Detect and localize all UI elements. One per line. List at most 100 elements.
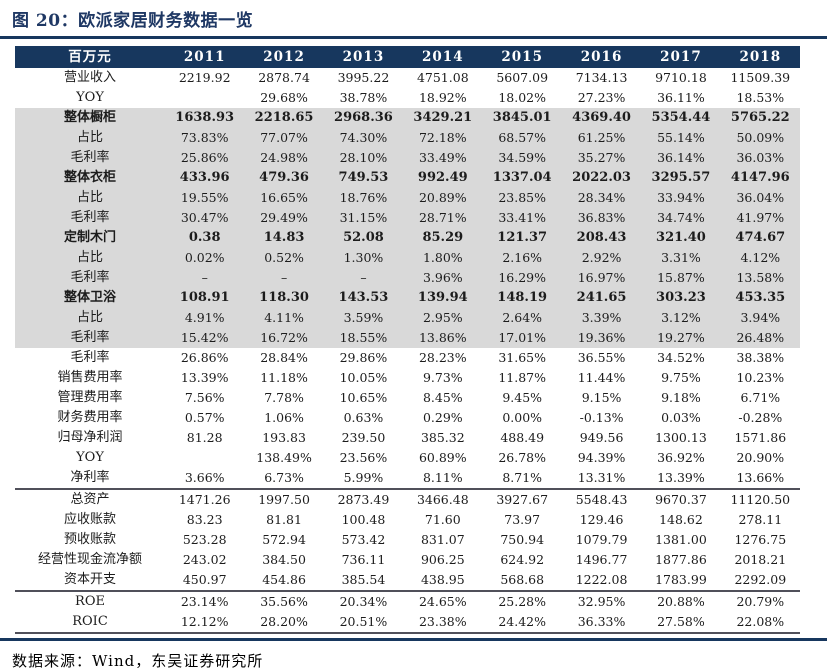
cell-value: 0.29%	[422, 410, 463, 425]
table-row: 财务费用率 0.57% 1.06% 0.63% 0.29% 0.00% -0.13% 0.03…	[15, 408, 800, 428]
row-label: 营业收入	[63, 70, 116, 85]
cell-value: 28.34%	[561, 188, 642, 208]
cell-value: 2.16%	[482, 248, 562, 268]
cell-value: 7.56%	[184, 390, 225, 405]
cell-value: 72.18%	[403, 128, 483, 148]
cell-value: 0.00%	[502, 410, 543, 425]
cell-value: 831.07	[420, 532, 465, 547]
row-label: 定制木门	[15, 228, 165, 248]
cell-value: 1079.79	[575, 532, 628, 547]
cell-value: 36.11%	[657, 90, 705, 105]
cell-value: 29.86%	[339, 350, 388, 365]
cell-value: 23.85%	[482, 188, 562, 208]
cell-value: 26.48%	[720, 328, 800, 348]
cell-value: 2219.92	[178, 70, 231, 85]
cell-value: 0.63%	[343, 410, 384, 425]
row-label: 财务费用率	[57, 410, 123, 425]
year-header-cell: 2012	[244, 46, 324, 68]
cell-value: 450.97	[182, 572, 227, 587]
cell-value: 19.27%	[641, 328, 721, 348]
cell-value: 3.31%	[641, 248, 721, 268]
cell-value: 31.15%	[323, 208, 404, 228]
cell-value: 278.11	[738, 512, 783, 527]
cell-value: 32.95%	[561, 590, 642, 612]
row-label: 占比	[15, 128, 165, 148]
cell-value: 38.38%	[736, 350, 785, 365]
cell-value: 10.65%	[339, 390, 388, 405]
cell-value: 5607.09	[496, 70, 549, 85]
cell-value: 17.01%	[482, 328, 562, 348]
row-label: 应收账款	[63, 512, 116, 527]
cell-value: 0.38	[165, 228, 245, 248]
table-row: 定制木门 0.38 14.83 52.08 85.29 121.37 208.43 321.4…	[15, 228, 800, 248]
row-label: 毛利率	[70, 350, 110, 365]
cell-value: 488.49	[500, 430, 545, 445]
cell-value: 6.73%	[264, 470, 304, 485]
cell-value: 22.08%	[720, 612, 800, 634]
table-row: YOY 29.68% 38.78% 18.92% 18.02% 27.23% 36.11% 1…	[15, 88, 800, 108]
cell-value: 241.65	[561, 288, 642, 308]
cell-value: 9670.37	[641, 488, 721, 510]
cell-value: 1496.77	[575, 552, 628, 567]
cell-value: 3.96%	[403, 268, 483, 288]
cell-value: 11.44%	[577, 370, 626, 385]
cell-value: 0.03%	[661, 410, 701, 425]
cell-value: 1381.00	[655, 532, 707, 547]
cell-value: 29.68%	[260, 90, 308, 105]
table-row: 占比 0.02% 0.52% 1.30% 1.80% 2.16% 2.92% 3.31% 4.1…	[15, 248, 800, 268]
cell-value: 33.49%	[403, 148, 483, 168]
cell-value: 81.28	[186, 430, 223, 445]
cell-value: 52.08	[323, 228, 404, 248]
cell-value: 36.92%	[657, 450, 705, 465]
cell-value: 1337.04	[482, 168, 562, 188]
cell-value: 11.18%	[260, 370, 308, 385]
cell-value: 1276.75	[734, 532, 787, 547]
cell-value: 20.51%	[323, 612, 404, 634]
table-row: 总资产 1471.26 1997.50 2873.49 3466.48 3927.67 55…	[15, 488, 800, 510]
row-label: ROIC	[15, 612, 165, 634]
cell-value: 41.97%	[720, 208, 800, 228]
row-label: 销售费用率	[57, 370, 123, 385]
row-label: 管理费用率	[57, 390, 123, 405]
cell-value: 1.80%	[403, 248, 483, 268]
cell-value: 28.10%	[323, 148, 404, 168]
cell-value: 34.52%	[657, 350, 705, 365]
cell-value: 239.50	[341, 430, 386, 445]
cell-value: 55.14%	[641, 128, 721, 148]
cell-value: 5354.44	[641, 108, 721, 128]
cell-value: 321.40	[641, 228, 721, 248]
cell-value: 1783.99	[655, 572, 707, 587]
cell-value: 438.95	[420, 572, 465, 587]
cell-value: 9.18%	[661, 390, 701, 405]
cell-value: 23.14%	[165, 590, 245, 612]
cell-value: 3295.57	[641, 168, 721, 188]
cell-value: 2873.49	[323, 488, 404, 510]
cell-value: 2.64%	[482, 308, 562, 328]
cell-value: 25.86%	[165, 148, 245, 168]
table-row: 预收账款 523.28 572.94 573.42 831.07 750.94 1079.7…	[15, 530, 800, 550]
cell-value: 68.57%	[482, 128, 562, 148]
cell-value: 30.47%	[165, 208, 245, 228]
table-row: 毛利率 30.47% 29.49% 31.15% 28.71% 33.41% 36.83% 3…	[15, 208, 800, 228]
cell-value: 7.78%	[264, 390, 304, 405]
cell-value: 303.23	[641, 288, 721, 308]
cell-value: 23.38%	[403, 612, 483, 634]
row-label: 毛利率	[15, 208, 165, 228]
cell-value: 34.59%	[482, 148, 562, 168]
cell-value: –	[244, 268, 324, 288]
cell-value: 3.94%	[720, 308, 800, 328]
row-label: 毛利率	[15, 148, 165, 168]
table-row: 资本开支 450.97 454.86 385.54 438.95 568.68 1222.0…	[15, 570, 800, 591]
cell-value: 18.92%	[418, 90, 467, 105]
cell-value: 16.72%	[244, 328, 324, 348]
cell-value: 36.55%	[577, 350, 626, 365]
cell-value: 28.84%	[260, 350, 308, 365]
cell-value: 71.60	[424, 512, 461, 527]
cell-value: 385.32	[420, 430, 465, 445]
cell-value: 12.12%	[165, 612, 245, 634]
table-row: 经营性现金流净额 243.02 384.50 736.11 906.25 624.92 14…	[15, 550, 800, 570]
cell-value: 3.39%	[561, 308, 642, 328]
cell-value: 2218.65	[244, 108, 324, 128]
cell-value: 28.71%	[403, 208, 483, 228]
cell-value: 33.94%	[641, 188, 721, 208]
